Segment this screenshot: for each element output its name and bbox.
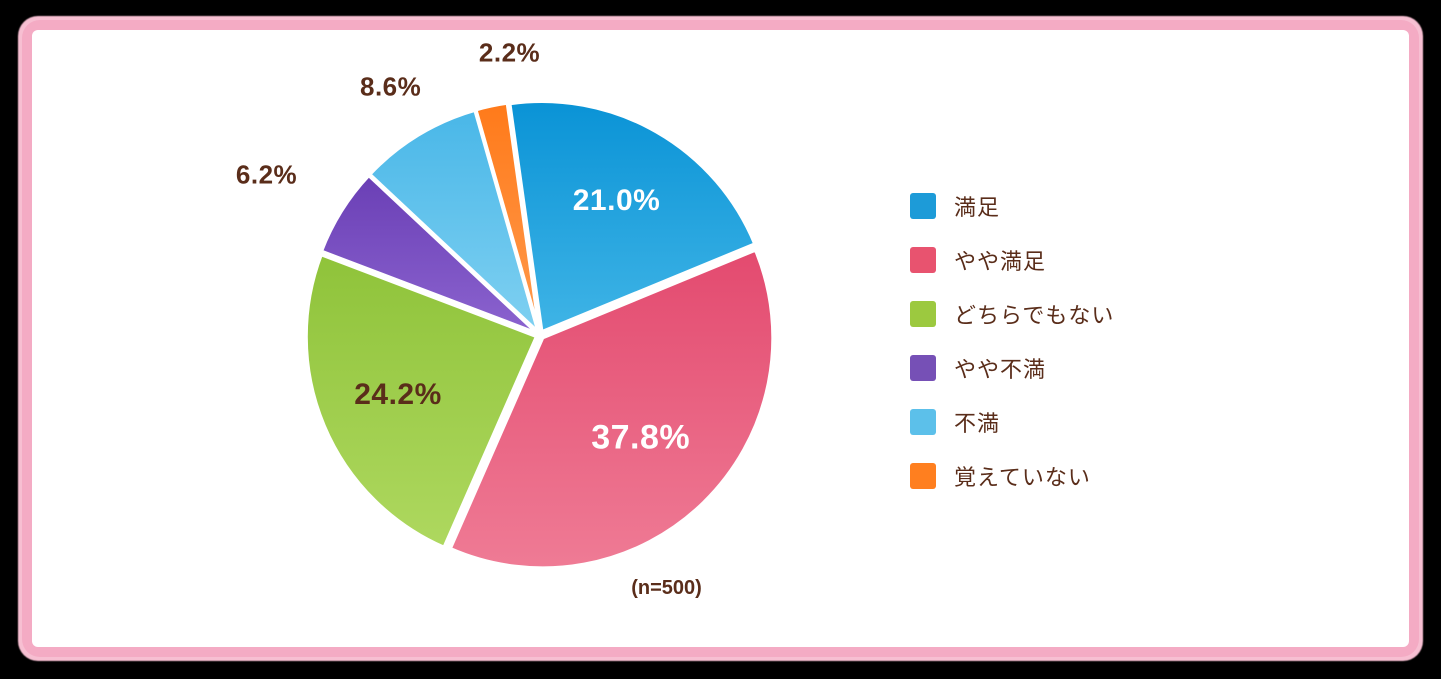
legend-label: 覚えていない: [954, 460, 1091, 492]
legend-item: 満足: [910, 190, 1114, 222]
pct-label-dont_remember: 2.2%: [479, 38, 540, 69]
pie-svg: [300, 95, 780, 575]
legend-item: どちらでもない: [910, 298, 1114, 330]
pct-label-satisfied: 21.0%: [573, 184, 661, 218]
pie-chart: 21.0%37.8%24.2%6.2%8.6%2.2% (n=500): [300, 95, 780, 575]
legend-swatch: [910, 409, 936, 435]
legend-swatch: [910, 463, 936, 489]
legend-label: 不満: [954, 406, 1000, 438]
legend-swatch: [910, 193, 936, 219]
sample-size-label: (n=500): [631, 577, 702, 600]
pct-label-neither: 24.2%: [354, 378, 442, 412]
legend-swatch: [910, 301, 936, 327]
pct-label-dissatisfied: 8.6%: [360, 71, 421, 102]
legend-item: やや不満: [910, 352, 1114, 384]
legend-label: 満足: [954, 190, 1000, 222]
legend-swatch: [910, 247, 936, 273]
legend-label: やや満足: [954, 244, 1046, 276]
legend-label: どちらでもない: [954, 298, 1114, 330]
legend-item: やや満足: [910, 244, 1114, 276]
figure-frame: 21.0% 37.8% 24.2% 6.2% 8.6% 2.2% (n=500) 満足やや…: [0, 0, 1441, 679]
legend-item: 覚えていない: [910, 460, 1114, 492]
chart-area: 21.0% 37.8% 24.2% 6.2% 8.6% 2.2% (n=500) 満足やや…: [0, 0, 1441, 679]
pct-label-somewhat_dissatisfied: 6.2%: [236, 160, 297, 191]
pct-label-somewhat_satisfied: 37.8%: [591, 418, 690, 457]
legend-swatch: [910, 355, 936, 381]
legend-label: やや不満: [954, 352, 1046, 384]
legend: 満足やや満足どちらでもないやや不満不満覚えていない: [910, 190, 1114, 514]
legend-item: 不満: [910, 406, 1114, 438]
